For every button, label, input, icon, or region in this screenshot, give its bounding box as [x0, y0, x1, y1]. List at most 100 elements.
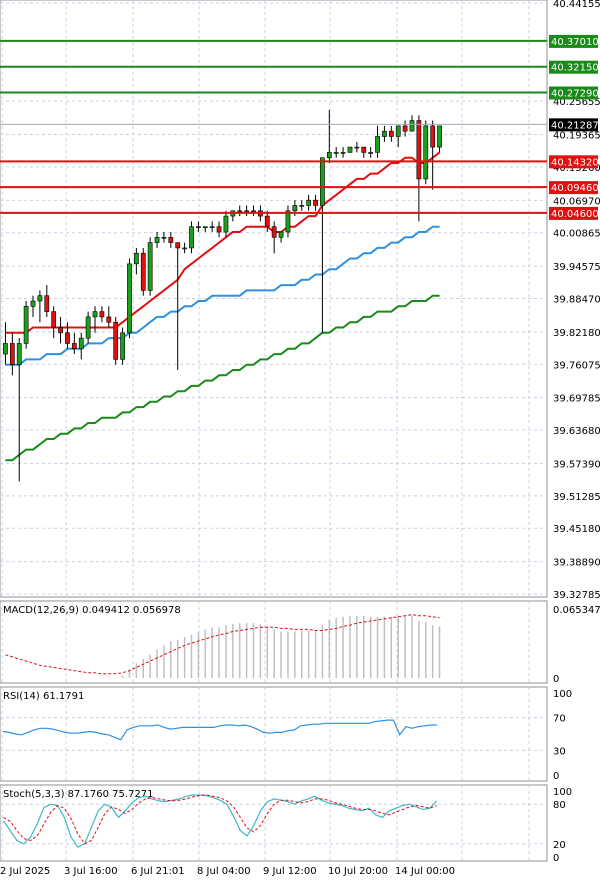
stoch-y-tick: 80 — [553, 800, 566, 811]
candle-body — [437, 125, 442, 148]
price-y-tick: 39.57390 — [553, 459, 600, 470]
candle-body — [333, 152, 339, 154]
candle-body — [182, 247, 187, 250]
candle-body — [368, 152, 374, 154]
x-tick-label: 10 Jul 20:00 — [328, 866, 388, 877]
candle-body — [85, 316, 91, 339]
candle-body — [127, 263, 132, 334]
candle-body — [58, 327, 63, 334]
stoch-y-tick: 0 — [553, 853, 559, 864]
x-tick-label: 9 Jul 12:00 — [263, 866, 317, 877]
price-y-tick: 39.63680 — [553, 426, 600, 437]
candle-body — [23, 306, 29, 344]
candle-body — [202, 226, 208, 229]
resistance-level-label: 40.32150 — [551, 63, 599, 74]
price-y-tick: 40.13260 — [553, 163, 600, 174]
resistance-level-tag — [549, 60, 598, 74]
price-y-tick: 39.94575 — [553, 262, 600, 273]
candle-body — [395, 125, 401, 137]
candle-body — [299, 205, 305, 207]
price-y-tick: 40.06970 — [553, 196, 600, 207]
candle-body — [237, 210, 243, 213]
candle-body — [9, 343, 15, 365]
candle-body — [271, 226, 277, 238]
current-price-tag — [549, 118, 598, 132]
price-y-tick: 39.32785 — [553, 590, 600, 601]
candle-body — [209, 226, 215, 229]
stoch-label: Stoch(5,3,3) 87.1760 75.7271 — [3, 789, 154, 800]
candle-body — [354, 146, 360, 149]
price-y-tick: 39.88470 — [553, 295, 600, 306]
candle-body — [154, 237, 160, 243]
candle-body — [16, 343, 22, 365]
ma-slow-line — [5, 294, 440, 462]
candle-body — [140, 252, 146, 291]
price-y-tick: 40.44155 — [553, 0, 600, 10]
candle-body — [278, 231, 284, 238]
price-panel: 40.44155 40.25655 40.19365 40.13260 40.06970… — [0, 0, 600, 601]
candle-body — [306, 199, 311, 206]
rsi-panel: RSI(14) 61.1791 100 70 30 0 — [0, 686, 572, 782]
macd-label: MACD(12,26,9) 0.049412 0.056978 — [3, 605, 181, 616]
resistance-level-tag — [549, 86, 598, 100]
candle-body — [430, 125, 436, 148]
candle-body — [30, 300, 36, 307]
candle-body — [313, 199, 318, 206]
candle-body — [388, 130, 394, 137]
support-level-tag — [549, 206, 598, 220]
x-tick-label: 8 Jul 04:00 — [197, 866, 251, 877]
candle-body — [134, 252, 139, 265]
x-tick-label: 2 Jul 2025 — [0, 866, 50, 877]
candle-body — [44, 295, 50, 312]
macd-signal-line — [5, 614, 440, 675]
x-tick-label: 6 Jul 21:01 — [131, 866, 185, 877]
candle-body — [71, 343, 77, 350]
candle-body — [161, 237, 167, 239]
x-axis: 2 Jul 2025 3 Jul 16:00 6 Jul 21:01 8 Jul 04… — [0, 866, 455, 877]
rsi-y-tick: 30 — [553, 746, 566, 757]
candle-body — [168, 237, 174, 243]
rsi-line — [3, 719, 437, 741]
candle-body — [147, 242, 153, 291]
candle-body — [175, 242, 181, 249]
resistance-level-tag — [549, 34, 598, 48]
rsi-y-tick: 70 — [553, 714, 566, 725]
stoch-d-line — [3, 794, 437, 845]
candle-body — [113, 321, 119, 360]
rsi-frame — [0, 686, 548, 782]
candle-body — [340, 152, 346, 154]
support-level-label: 40.04600 — [551, 209, 599, 220]
x-tick-label: 14 Jul 00:00 — [395, 866, 455, 877]
candle-body — [375, 136, 380, 153]
candle-body — [37, 295, 43, 302]
candle-body — [423, 125, 429, 180]
candle-body — [416, 120, 422, 180]
support-level-tag — [549, 155, 598, 169]
candle-body — [223, 215, 229, 233]
price-y-tick: 39.38890 — [553, 558, 600, 569]
price-y-tick: 39.51285 — [553, 492, 600, 503]
price-y-tick: 39.45180 — [553, 524, 600, 535]
candle-body — [347, 146, 353, 153]
ma-mid-line — [5, 225, 440, 366]
price-y-tick: 39.82180 — [553, 328, 600, 339]
price-y-tick: 40.25655 — [553, 97, 600, 108]
candle-body — [51, 311, 57, 328]
candle-body — [106, 316, 112, 323]
rsi-y-tick: 100 — [553, 689, 572, 700]
stoch-y-tick: 100 — [553, 787, 572, 798]
candle-body — [361, 146, 367, 153]
ma-fast-line — [5, 151, 441, 334]
x-tick-label: 3 Jul 16:00 — [64, 866, 118, 877]
macd-y-tick: 0 — [553, 674, 559, 685]
candle-body — [92, 311, 98, 318]
price-y-tick: 39.69785 — [553, 394, 600, 405]
rsi-y-tick: 0 — [553, 771, 559, 782]
candle-body — [382, 130, 387, 137]
candle-body — [244, 210, 249, 213]
candle-body — [409, 120, 415, 132]
candle-body — [3, 343, 8, 355]
candle-body — [292, 205, 298, 212]
